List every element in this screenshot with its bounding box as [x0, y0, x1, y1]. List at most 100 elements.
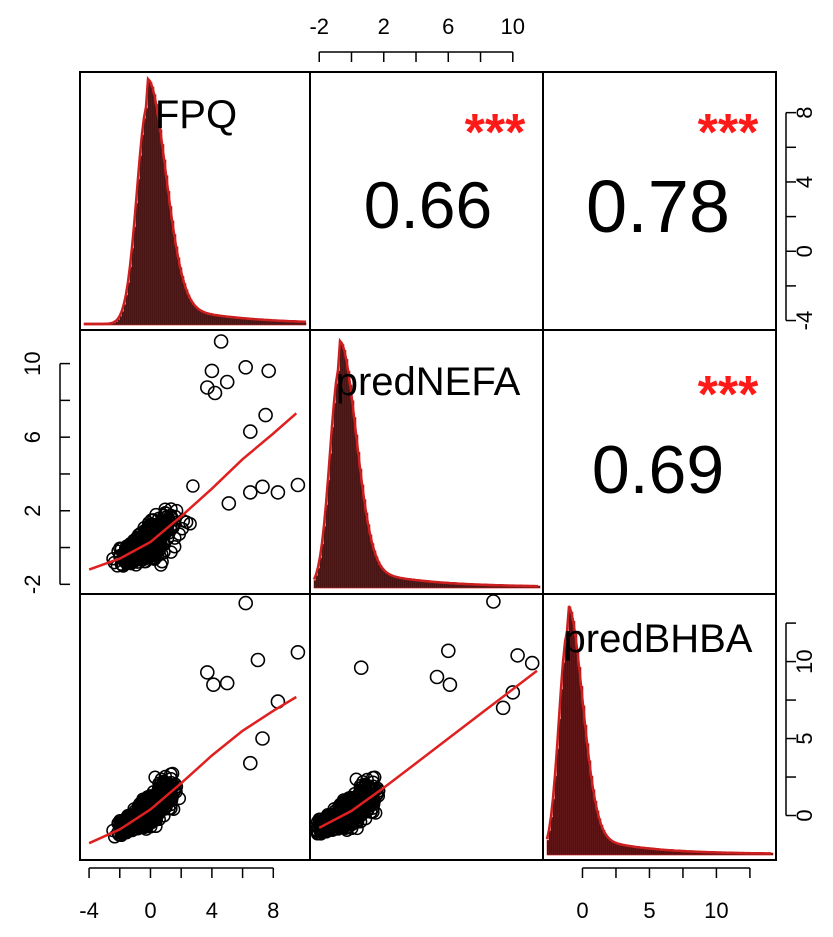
tick-label: 5 [792, 732, 817, 744]
significance-stars: *** [698, 104, 759, 162]
data-point [255, 479, 270, 495]
histogram-bar [149, 81, 153, 326]
histogram-bar [219, 316, 223, 326]
smooth-layer [88, 412, 538, 845]
histogram-bar [147, 79, 151, 326]
data-point [360, 772, 374, 787]
data-point [258, 407, 273, 423]
data-point [186, 479, 200, 493]
correlation-value: 0.78 [586, 165, 730, 248]
data-point [290, 644, 306, 660]
histogram-bar [141, 134, 145, 326]
histogram-bar [241, 318, 245, 326]
data-point [150, 805, 164, 820]
scatter-layer [106, 334, 540, 844]
data-point [440, 643, 456, 659]
histogram-bar [243, 318, 247, 326]
histogram-bar [117, 319, 121, 326]
data-point [243, 485, 258, 500]
histogram-bar [145, 107, 149, 326]
data-point [270, 485, 286, 500]
variable-label-fpq: FPQ [155, 93, 237, 137]
data-point [353, 660, 369, 676]
histogram-bar [159, 129, 163, 326]
histogram-bar [253, 319, 257, 326]
histogram-bar [203, 312, 207, 326]
tick-label: 0 [144, 898, 156, 923]
tick-label: -2 [20, 575, 45, 595]
data-point [204, 363, 220, 379]
data-point [357, 787, 371, 801]
histogram-bar [197, 309, 201, 326]
histogram-bar [201, 311, 205, 326]
histogram-bar [133, 226, 137, 326]
data-point [119, 819, 134, 834]
histogram-bar [121, 311, 125, 326]
tick-label: 10 [792, 649, 817, 673]
data-point [524, 655, 540, 671]
correlation-value: 0.66 [364, 168, 492, 242]
data-point [158, 769, 173, 784]
tick-label: 5 [643, 898, 655, 923]
histogram-bar [139, 155, 143, 326]
data-point [200, 665, 215, 680]
histogram-bar [213, 315, 217, 326]
data-point [155, 784, 169, 799]
histogram-bar [163, 159, 167, 326]
histogram-bar [157, 116, 161, 326]
histogram-bar [229, 317, 233, 326]
histogram-bar [207, 314, 211, 326]
histogram-bar [237, 318, 241, 326]
data-point [243, 755, 258, 771]
tick-label: 6 [20, 431, 45, 443]
data-point [206, 677, 221, 693]
significance-stars: *** [698, 366, 759, 424]
histogram-bar [245, 319, 249, 326]
tick-label: 10 [501, 14, 525, 39]
histogram [83, 75, 307, 326]
histogram-layer [83, 75, 774, 856]
data-point [150, 529, 165, 544]
histogram-bar [247, 319, 251, 326]
variable-label-prednefa: predNEFA [336, 360, 521, 404]
data-point [255, 731, 270, 746]
histogram-bar [223, 316, 227, 326]
histogram-bar [221, 316, 225, 326]
tick-label: 10 [704, 898, 728, 923]
data-point [510, 648, 525, 663]
tick-label: 2 [378, 14, 390, 39]
tick-label: 0 [576, 898, 588, 923]
data-point [157, 508, 171, 523]
histogram-bar [151, 86, 155, 326]
tick-label: 0 [792, 245, 817, 257]
histogram [312, 337, 541, 589]
data-point [157, 778, 171, 792]
data-point [164, 545, 178, 559]
significance-stars: *** [465, 104, 526, 162]
histogram-bar [209, 314, 213, 326]
tick-label: 0 [792, 809, 817, 821]
tick-label: 8 [792, 107, 817, 119]
scatter-panel [106, 595, 306, 844]
data-point [238, 595, 253, 611]
tick-label: 4 [206, 898, 218, 923]
scatter-panel [106, 334, 306, 573]
histogram-bar [249, 319, 253, 326]
text-layer: FPQ predNEFA predBHBA 0.66 0.78 0.69 ***… [155, 93, 759, 661]
histogram-bar [233, 318, 237, 326]
tick-label: -2 [309, 14, 329, 39]
histogram-bar [770, 852, 774, 856]
histogram-bar [239, 318, 243, 326]
scatter-panel [310, 594, 540, 841]
histogram-bar [199, 310, 203, 326]
density-line [312, 337, 538, 588]
histogram-bar [193, 305, 197, 326]
data-point [261, 363, 277, 379]
data-point [250, 652, 266, 668]
density-line [545, 605, 771, 855]
histogram-bar [129, 266, 133, 326]
histogram-bar [125, 294, 129, 326]
tick-label: -4 [792, 311, 817, 331]
histogram-bar [155, 104, 159, 326]
